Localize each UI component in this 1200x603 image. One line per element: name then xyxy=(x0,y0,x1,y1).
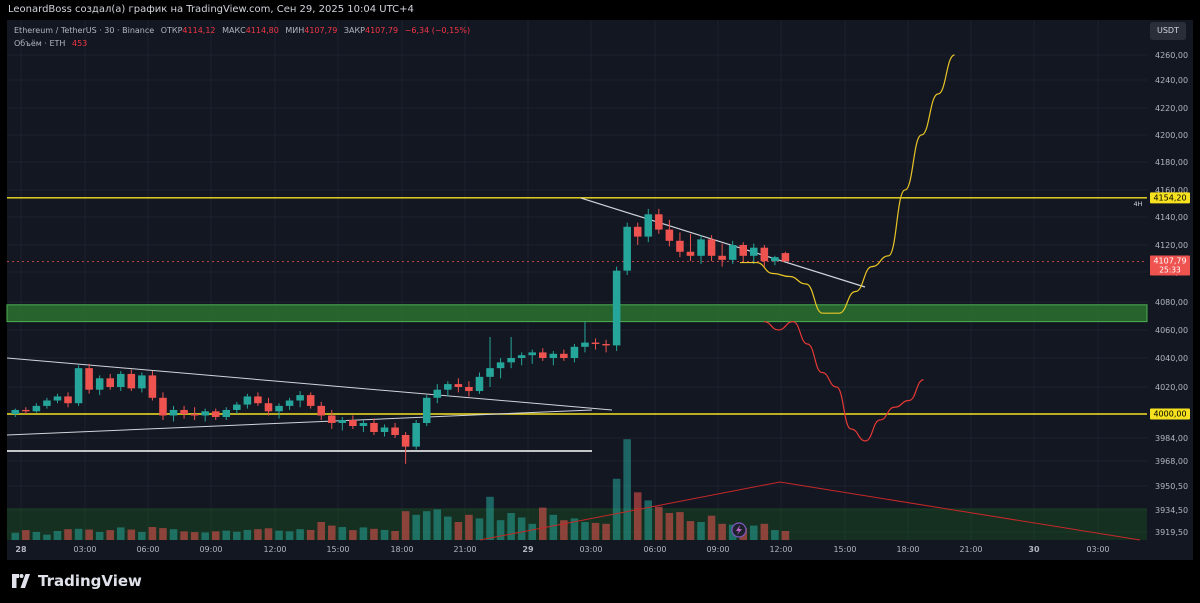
tradingview-logo-icon xyxy=(12,574,30,588)
legend-low-value: 4107,79 xyxy=(304,26,338,35)
legend-close-value: 4107,79 xyxy=(365,26,399,35)
legend-high-label: МАКС xyxy=(222,26,246,35)
footer xyxy=(0,560,1200,603)
legend-change: −6,34 (−0,15%) xyxy=(404,26,471,35)
brand[interactable]: TradingView xyxy=(10,572,142,590)
currency-button[interactable]: USDT xyxy=(1150,22,1186,40)
brand-name: TradingView xyxy=(38,572,142,590)
symbol-legend: Ethereum / TetherUS · 30 · Binance ОТКР4… xyxy=(14,24,470,50)
legend-volume-label[interactable]: Объём · ETH xyxy=(14,39,66,48)
legend-ohlc-row: Ethereum / TetherUS · 30 · Binance ОТКР4… xyxy=(14,24,470,37)
attribution-text: LeonardBoss создал(а) график на TradingV… xyxy=(8,4,414,15)
legend-volume-value: 453 xyxy=(71,39,88,48)
chart-area[interactable] xyxy=(7,20,1193,560)
legend-close-label: ЗАКР xyxy=(343,26,365,35)
legend-open-value: 4114,12 xyxy=(182,26,216,35)
legend-volume-row: Объём · ETH 453 xyxy=(14,37,470,50)
legend-open-label: ОТКР xyxy=(160,26,183,35)
legend-low-label: МИН xyxy=(285,26,305,35)
attribution-bar: LeonardBoss создал(а) график на TradingV… xyxy=(0,0,1200,20)
legend-high-value: 4114,80 xyxy=(245,26,279,35)
legend-symbol[interactable]: Ethereum / TetherUS · 30 · Binance xyxy=(14,26,155,35)
